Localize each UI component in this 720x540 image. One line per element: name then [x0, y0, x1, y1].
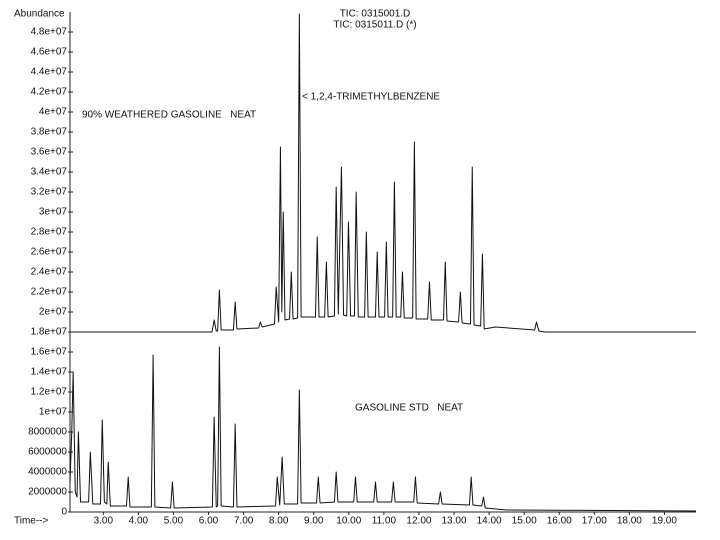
y-tick-label: 4.6e+07: [31, 47, 68, 58]
y-tick-label: 1e+07: [39, 407, 68, 418]
y-tick-label: 8000000: [28, 427, 67, 438]
y-tick-label: 1.8e+07: [31, 327, 68, 338]
y-tick-label: 1.6e+07: [31, 347, 68, 358]
y-tick-label: 2000000: [28, 487, 67, 498]
y-tick-label: 3e+07: [39, 207, 68, 218]
annotation: < 1,2,4-TRIMETHYLBENZENE: [302, 92, 440, 103]
x-tick-label: 17.00: [582, 516, 607, 527]
y-tick-label: 3.2e+07: [31, 187, 68, 198]
x-tick-label: 5.00: [164, 516, 184, 527]
y-tick-label: 3.6e+07: [31, 147, 68, 158]
x-axis-label: Time-->: [14, 516, 49, 527]
x-tick-label: 18.00: [617, 516, 642, 527]
x-tick-label: 9.00: [304, 516, 324, 527]
x-tick-label: 11.00: [372, 516, 397, 527]
x-tick-label: 15.00: [512, 516, 537, 527]
x-tick-label: 16.00: [547, 516, 572, 527]
x-tick-label: 13.00: [442, 516, 467, 527]
x-tick-label: 7.00: [234, 516, 254, 527]
x-tick-label: 3.00: [94, 516, 114, 527]
y-tick-label: 4.4e+07: [31, 67, 68, 78]
y-tick-label: 2.2e+07: [31, 287, 68, 298]
x-tick-label: 4.00: [129, 516, 149, 527]
x-tick-label: 6.00: [199, 516, 219, 527]
legend-entry: TIC: 0315001.D: [340, 9, 411, 20]
y-tick-label: 1.4e+07: [31, 367, 68, 378]
x-tick-label: 19.00: [652, 516, 677, 527]
x-tick-label: 12.00: [406, 516, 431, 527]
y-tick-label: 6000000: [28, 447, 67, 458]
y-tick-label: 4.2e+07: [31, 87, 68, 98]
y-axis-label: Abundance: [14, 9, 65, 20]
y-tick-label: 1.2e+07: [31, 387, 68, 398]
y-tick-label: 2e+07: [39, 307, 68, 318]
annotation: GASOLINE STD NEAT: [355, 403, 463, 414]
y-tick-label: 4e+07: [39, 107, 68, 118]
y-tick-label: 3.4e+07: [31, 167, 68, 178]
x-tick-label: 10.00: [336, 516, 361, 527]
y-tick-label: 2.8e+07: [31, 227, 68, 238]
x-tick-label: 8.00: [269, 516, 289, 527]
y-tick-label: 2.4e+07: [31, 267, 68, 278]
trace-line: [69, 346, 697, 512]
y-tick-label: 4.8e+07: [31, 27, 68, 38]
trace-line: [70, 13, 696, 333]
x-tick-label: 14.00: [477, 516, 502, 527]
annotation: 90% WEATHERED GASOLINE NEAT: [82, 110, 256, 121]
y-tick-label: 4000000: [28, 467, 67, 478]
y-tick-label: 0: [61, 507, 67, 518]
y-tick-label: 2.6e+07: [31, 247, 68, 258]
y-tick-label: 3.8e+07: [31, 127, 68, 138]
legend-entry: TIC: 0315011.D (*): [333, 20, 416, 31]
